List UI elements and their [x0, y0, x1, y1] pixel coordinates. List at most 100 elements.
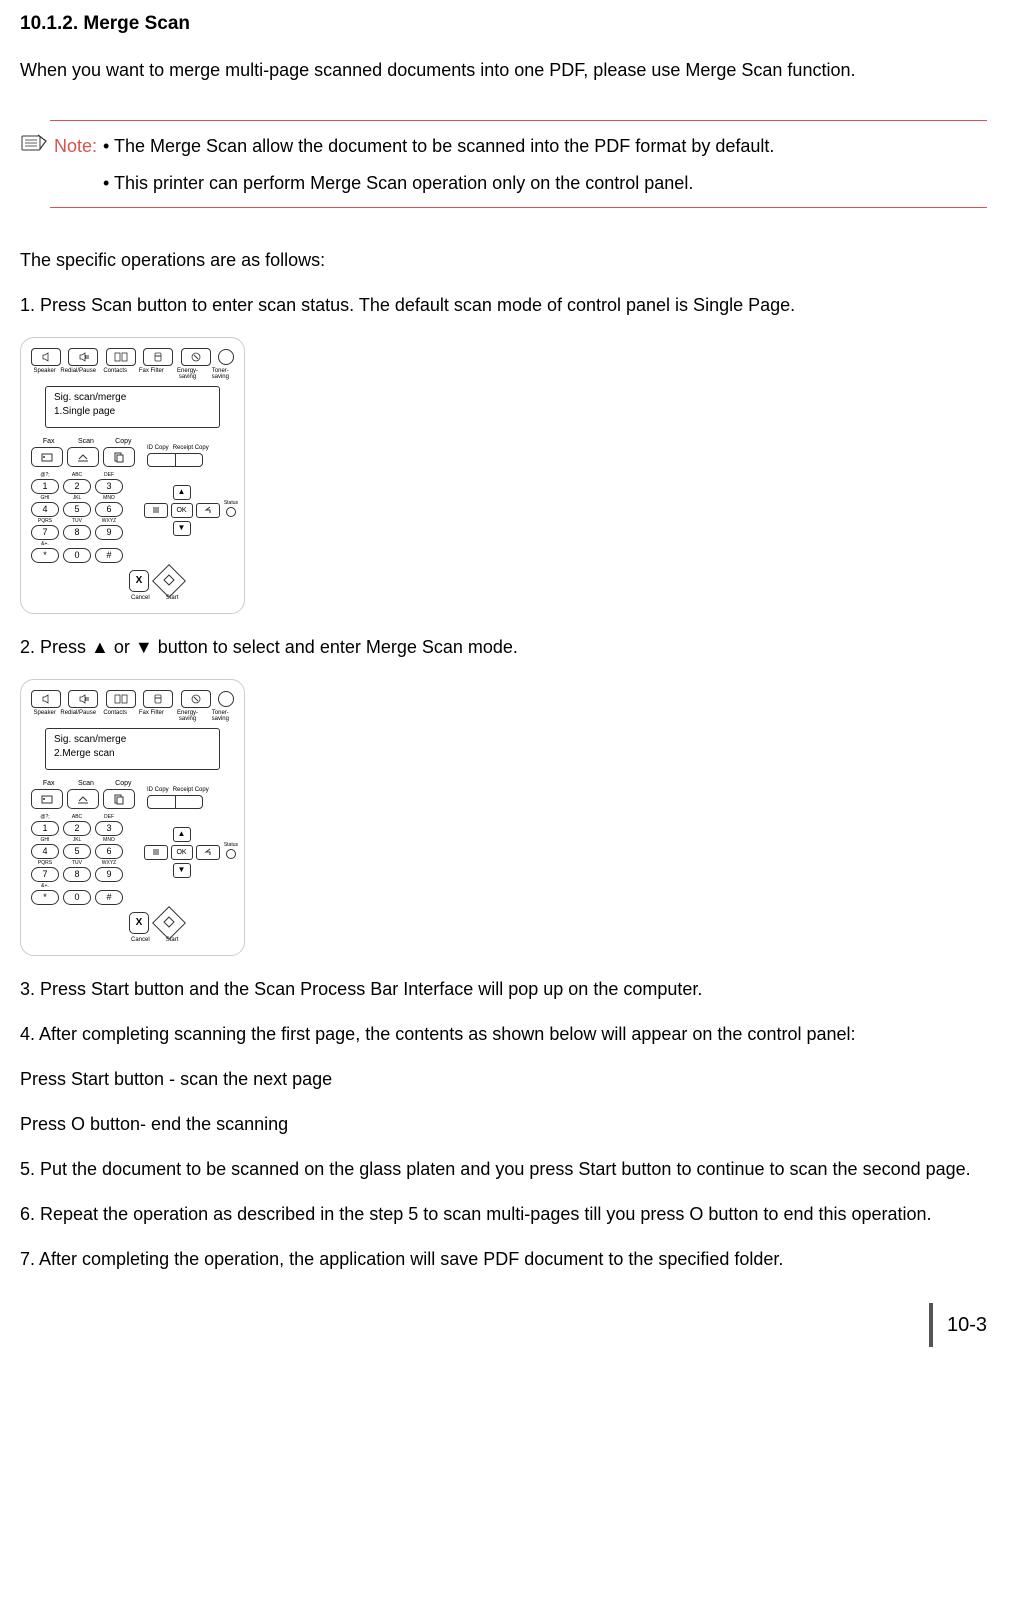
speaker-label-2: Speaker [31, 710, 58, 722]
page-footer: 10-3 [20, 1303, 987, 1347]
step-4b: Press O button- end the scanning [20, 1111, 987, 1138]
intro-text: When you want to merge multi-page scanne… [20, 57, 987, 84]
key-0-2[interactable]: 0 [63, 890, 91, 905]
scan-label-2: Scan [68, 780, 103, 787]
key-label-4: GHI [31, 496, 59, 501]
key-9[interactable]: 9 [95, 525, 123, 540]
note-box: Note: • The Merge Scan allow the documen… [50, 106, 987, 222]
key-label-1: @?; [31, 473, 59, 478]
back-button-2[interactable] [196, 845, 220, 860]
key-hash-2[interactable]: # [95, 890, 123, 905]
key-1-2[interactable]: 1 [31, 821, 59, 836]
fax-button-2[interactable] [31, 789, 63, 809]
copy-button-2[interactable] [103, 789, 135, 809]
nav-controls: ▲ OK ▼ Status [129, 473, 234, 565]
energy-button-2[interactable] [181, 690, 211, 708]
ok-button[interactable]: OK [171, 503, 193, 518]
key-3[interactable]: 3 [95, 479, 123, 494]
energy-label-2: Energy-saving [170, 710, 204, 722]
key-3-2[interactable]: 3 [95, 821, 123, 836]
faxfilter-label-2: Fax Filter [134, 710, 168, 722]
toner-button-2[interactable] [218, 691, 234, 707]
up-button-2[interactable]: ▲ [173, 827, 191, 842]
key-0[interactable]: 0 [63, 548, 91, 563]
receipt-label: Receipt Copy [173, 445, 209, 451]
key-5[interactable]: 5 [63, 502, 91, 517]
panel-image-1: Speaker Redial/Pause Contacts Fax Filter… [20, 337, 987, 614]
key-8-2[interactable]: 8 [63, 867, 91, 882]
redial-button[interactable] [68, 348, 98, 366]
nav-controls-2: ▲ OK ▼ Status [129, 815, 234, 907]
start-button[interactable] [152, 564, 186, 598]
copy-button[interactable] [103, 447, 135, 467]
note-bullet-2: • This printer can perform Merge Scan op… [103, 170, 987, 197]
copy-label-2: Copy [106, 780, 141, 787]
key-4[interactable]: 4 [31, 502, 59, 517]
key-2-2[interactable]: 2 [63, 821, 91, 836]
faxfilter-label: Fax Filter [134, 368, 168, 380]
energy-button[interactable] [181, 348, 211, 366]
key-2[interactable]: 2 [63, 479, 91, 494]
menu-button[interactable] [144, 503, 168, 518]
key-8[interactable]: 8 [63, 525, 91, 540]
step-4a: Press Start button - scan the next page [20, 1066, 987, 1093]
menu-button-2[interactable] [144, 845, 168, 860]
operations-subhead: The specific operations are as follows: [20, 247, 987, 274]
lcd-title-2: Sig. scan/merge [54, 735, 211, 745]
step-6: 6. Repeat the operation as described in … [20, 1201, 987, 1228]
note-rule-bottom [50, 207, 987, 208]
key-6-2[interactable]: 6 [95, 844, 123, 859]
key-label-7: PQRS [31, 519, 59, 524]
cancel-button-2[interactable]: X [129, 912, 149, 934]
note-icon [20, 133, 48, 155]
key-label-star: &+. [31, 542, 59, 547]
key-7-2[interactable]: 7 [31, 867, 59, 882]
key-hash[interactable]: # [95, 548, 123, 563]
key-star[interactable]: * [31, 548, 59, 563]
lcd-screen-1: Sig. scan/merge 1.Single page [45, 386, 220, 428]
down-button[interactable]: ▼ [173, 521, 191, 536]
key-9-2[interactable]: 9 [95, 867, 123, 882]
step-2: 2. Press ▲ or ▼ button to select and ent… [20, 634, 987, 661]
status-led-2 [226, 849, 236, 859]
key-7[interactable]: 7 [31, 525, 59, 540]
redial-button-2[interactable] [68, 690, 98, 708]
copy-label: Copy [106, 438, 141, 445]
cancel-button[interactable]: X [129, 570, 149, 592]
speaker-button-2[interactable] [31, 690, 61, 708]
copy-type-buttons[interactable] [147, 453, 203, 467]
key-1[interactable]: 1 [31, 479, 59, 494]
faxfilter-button-2[interactable] [143, 690, 173, 708]
step-3: 3. Press Start button and the Scan Proce… [20, 976, 987, 1003]
key-label-2: ABC [63, 473, 91, 478]
step2-mid: or [109, 637, 135, 657]
key-star-2[interactable]: * [31, 890, 59, 905]
copy-type-buttons-2[interactable] [147, 795, 203, 809]
footer-bar [929, 1303, 933, 1347]
fax-button[interactable] [31, 447, 63, 467]
lcd-title-1: Sig. scan/merge [54, 393, 211, 403]
back-button[interactable] [196, 503, 220, 518]
up-button[interactable]: ▲ [173, 485, 191, 500]
key-5-2[interactable]: 5 [63, 844, 91, 859]
contacts-button[interactable] [106, 348, 136, 366]
idcopy-label: ID Copy [147, 445, 169, 451]
receipt-label-2: Receipt Copy [173, 787, 209, 793]
note-bullet-1: • The Merge Scan allow the document to b… [103, 133, 987, 160]
scan-button-2[interactable] [67, 789, 99, 809]
status-label-2: Status [224, 843, 238, 848]
key-6[interactable]: 6 [95, 502, 123, 517]
step-7: 7. After completing the operation, the a… [20, 1246, 987, 1273]
start-button-2[interactable] [152, 906, 186, 940]
contacts-button-2[interactable] [106, 690, 136, 708]
key-4-2[interactable]: 4 [31, 844, 59, 859]
contacts-label: Contacts [98, 368, 132, 380]
toner-button[interactable] [218, 349, 234, 365]
faxfilter-button[interactable] [143, 348, 173, 366]
speaker-button[interactable] [31, 348, 61, 366]
lcd-line2-2: 2.Merge scan [54, 749, 211, 759]
toner-label-2: Toner-saving [207, 710, 234, 722]
scan-button[interactable] [67, 447, 99, 467]
down-button-2[interactable]: ▼ [173, 863, 191, 878]
ok-button-2[interactable]: OK [171, 845, 193, 860]
